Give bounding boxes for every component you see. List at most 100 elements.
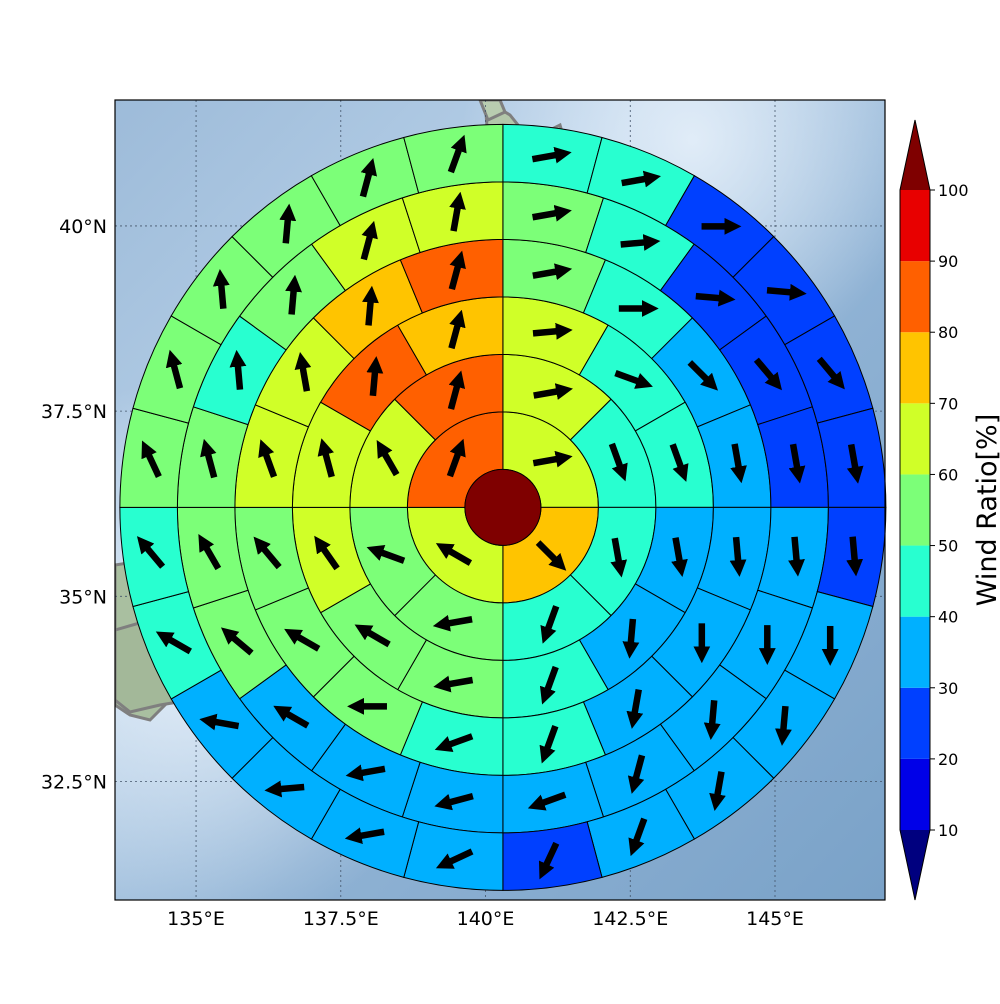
colorbar-label: Wind Ratio[%] xyxy=(972,414,1000,606)
wind-arrow-r4-s7 xyxy=(626,689,644,729)
wind-arrow-r6-s13 xyxy=(435,848,474,869)
wind-arrow-r5-s5 xyxy=(788,443,806,484)
wind-arrow-r3-s10 xyxy=(317,438,335,478)
colorbar-segment xyxy=(900,474,930,546)
wind-arrow-r2-s7 xyxy=(376,440,400,477)
wind-arrow-r3-s9 xyxy=(314,535,340,571)
wind-arrow-r4-s1 xyxy=(532,263,573,281)
wind-arrow-r6-s14 xyxy=(344,827,385,845)
center-cell xyxy=(464,468,542,546)
wind-arrow-r6-s7 xyxy=(846,536,864,577)
colorbar-tick-label: 50 xyxy=(938,537,958,556)
wind-arrow-r6-s5 xyxy=(816,356,845,390)
colorbar-tick-label: 30 xyxy=(938,679,958,698)
wind-arrow-r1-s4 xyxy=(446,438,466,478)
wind-arrow-r3-s5 xyxy=(622,618,640,659)
lon-tick-label: 145°E xyxy=(746,908,804,930)
wind-arrow-r5-s11 xyxy=(434,792,474,811)
wind-arrow-r6-s18 xyxy=(136,536,166,569)
wind-arrow-r2-s1 xyxy=(533,383,573,400)
wind-arrow-r2-s8 xyxy=(447,370,466,410)
wind-arrow-r4-s11 xyxy=(284,628,321,652)
wind-arrow-r3-s6 xyxy=(539,665,559,705)
lon-tick-label: 142.5°E xyxy=(592,908,668,930)
lat-tick-label: 35°N xyxy=(59,586,107,608)
wind-arrow-r5-s13 xyxy=(273,705,310,729)
wind-arrow-r4-s8 xyxy=(539,724,559,764)
wind-arrow-r5-s6 xyxy=(788,536,805,577)
colorbar-segment xyxy=(900,403,930,475)
wind-arrow-r3-s1 xyxy=(532,322,573,340)
wind-arrow-r2-s4 xyxy=(540,605,560,644)
wind-arrow-r4-s15 xyxy=(362,285,379,326)
wind-arrow-r3-s3 xyxy=(669,443,689,482)
wind-arrow-r6-s10 xyxy=(709,771,726,811)
wind-arrow-r6-s9 xyxy=(775,705,792,746)
longitude-labels: 135°E 137.5°E 140°E 142.5°E 145°E xyxy=(167,908,804,930)
colorbar-tick-label: 40 xyxy=(938,608,958,627)
lat-tick-label: 37.5°N xyxy=(41,401,107,423)
wind-arrows xyxy=(136,134,864,880)
lat-tick-label: 40°N xyxy=(59,216,107,238)
wind-arrow-r6-s21 xyxy=(212,268,230,309)
wind-arrow-r5-s16 xyxy=(200,438,218,479)
colorbar-segment xyxy=(900,545,930,617)
wind-arrow-r5-s18 xyxy=(285,274,302,315)
wind-arrow-r6-s16 xyxy=(199,713,240,731)
wind-arrow-r5-s3 xyxy=(695,289,736,307)
wind-arrow-r5-s10 xyxy=(527,791,567,811)
wind-arrow-r6-s2 xyxy=(621,170,661,188)
wind-arrow-r1-s2 xyxy=(535,540,567,571)
colorbar-extend-max xyxy=(900,120,930,190)
colorbar-segment xyxy=(900,687,930,759)
colorbar: 10 20 30 40 50 60 70 80 90 100 xyxy=(899,119,969,901)
colorbar-segment xyxy=(900,332,930,404)
wind-arrow-r1-s3 xyxy=(435,543,473,566)
wind-arrow-r3-s11 xyxy=(366,356,384,397)
wind-arrow-r5-s19 xyxy=(360,220,378,261)
wind-arrow-r4-s13 xyxy=(258,439,278,478)
colorbar-segment xyxy=(900,616,930,688)
wind-arrow-r4-s4 xyxy=(730,443,747,484)
wind-arrow-r4-s5 xyxy=(729,536,747,577)
wind-arrow-r1-s1 xyxy=(532,450,573,468)
land-hokkaido-tip xyxy=(478,100,507,123)
wind-arrow-r4-s9 xyxy=(434,733,474,753)
wind-arrow-r3-s8 xyxy=(354,624,391,648)
colorbar-segment xyxy=(900,190,930,262)
lat-tick-label: 32.5°N xyxy=(41,771,107,793)
wind-arrow-r6-s19 xyxy=(141,440,162,478)
colorbar-tick-label: 90 xyxy=(938,252,958,271)
colorbar-tick-label: 100 xyxy=(938,181,969,200)
wind-arrow-r6-s4 xyxy=(766,283,807,301)
wind-arrow-r6-s24 xyxy=(447,134,467,174)
wind-arrow-r5-s4 xyxy=(753,357,783,391)
wind-arrow-r2-s3 xyxy=(610,537,628,578)
wind-arrow-r3-s7 xyxy=(433,675,474,693)
colorbar-extend-min xyxy=(900,830,930,900)
wind-arrow-r5-s14 xyxy=(220,627,254,656)
wind-arrow-r2-s2 xyxy=(608,442,628,482)
wind-arrow-r5-s15 xyxy=(198,534,222,571)
lon-tick-label: 135°E xyxy=(167,908,225,930)
wind-arrow-r4-s12 xyxy=(253,536,282,570)
wind-arrow-r6-s22 xyxy=(279,203,297,244)
sector-r6-s13 xyxy=(403,821,504,891)
wind-arrow-r5-s1 xyxy=(532,204,572,222)
colorbar-tick-label: 70 xyxy=(938,394,958,413)
wind-arrow-r3-s2 xyxy=(614,370,653,389)
colorbar-tick-label: 80 xyxy=(938,323,958,342)
sector-r6-s19 xyxy=(119,407,190,508)
wind-arrow-r5-s8 xyxy=(703,700,721,741)
wind-arrow-r6-s15 xyxy=(264,780,305,798)
lon-tick-label: 140°E xyxy=(457,908,515,930)
wind-arrow-r4-s16 xyxy=(448,250,466,291)
wind-arrow-r5-s20 xyxy=(449,191,466,232)
wind-arrow-r4-s14 xyxy=(294,351,312,392)
wind-arrow-r6-s1 xyxy=(531,146,572,164)
map-frame xyxy=(114,99,886,901)
wind-arrow-r3-s12 xyxy=(448,309,466,350)
latitude-labels: 40°N 37.5°N 35°N 32.5°N xyxy=(41,216,107,794)
